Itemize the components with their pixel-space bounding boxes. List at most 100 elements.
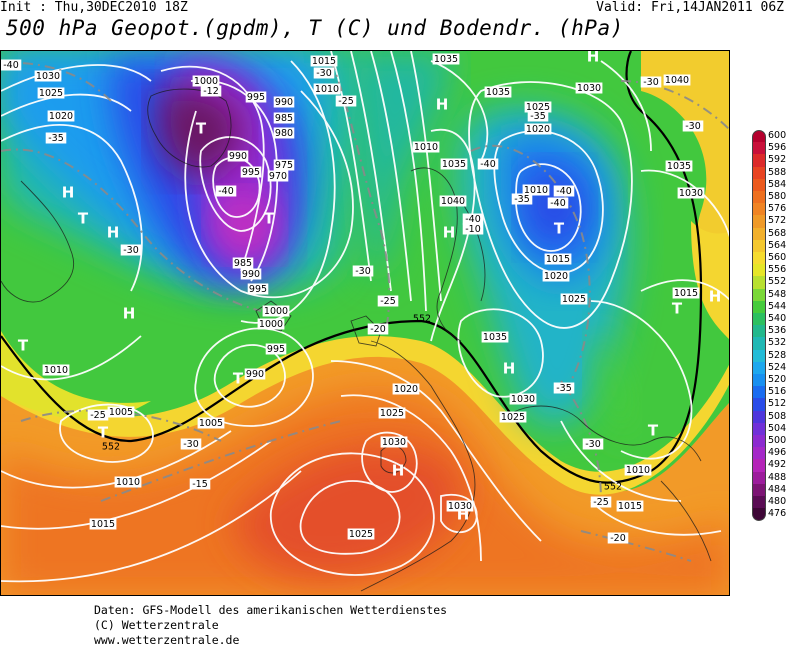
isobar-label-bg <box>616 500 644 512</box>
legend-value: 580 <box>768 191 787 202</box>
high-pressure-center: H <box>443 224 456 242</box>
legend-swatch <box>752 215 766 229</box>
map-title: 500 hPa Geopot.(gpdm), T (C) und Bodendr… <box>6 16 624 40</box>
temperature-label: -35 <box>530 111 546 122</box>
legend-swatch <box>752 398 766 412</box>
isobar-label: 1025 <box>562 294 586 305</box>
isobar-label-bg <box>247 283 269 295</box>
low-pressure-center: T <box>233 370 244 388</box>
legend-swatch <box>752 288 766 302</box>
legend-value: 484 <box>768 483 787 495</box>
temperature-label-bg <box>640 76 662 88</box>
line-552-label: 552 <box>413 314 431 325</box>
legend-value: 520 <box>768 374 787 385</box>
isobar-label: 1025 <box>526 102 550 113</box>
isobar-label: 995 <box>267 344 285 355</box>
legend-swatch <box>752 191 766 204</box>
isobar-label: 1020 <box>544 271 568 282</box>
legend-value: 588 <box>768 166 787 178</box>
isobar-label: 1025 <box>349 529 373 540</box>
isobar-label-bg <box>432 53 460 65</box>
temperature-label: -15 <box>192 479 208 490</box>
temperature-label: -30 <box>355 266 371 277</box>
temperature-label-bg <box>590 496 612 508</box>
temperature-label: -25 <box>593 497 609 508</box>
legend-value: 576 <box>768 203 787 215</box>
legend-swatch <box>752 508 766 521</box>
legend-swatch <box>752 203 766 216</box>
isobar-label-bg <box>542 270 570 282</box>
isobar-label-bg <box>481 331 509 343</box>
isobar-label-bg <box>347 528 375 540</box>
low-pressure-center: T <box>98 424 109 442</box>
isobar-label: 995 <box>242 167 260 178</box>
temperature-label: -30 <box>123 245 139 256</box>
legend-swatch <box>752 496 766 509</box>
isobar-label-bg <box>240 268 262 280</box>
legend-swatch <box>752 142 766 155</box>
isobar-label: 1035 <box>442 159 466 170</box>
isobar-label-bg <box>240 166 262 178</box>
temperature-label-bg <box>87 409 109 421</box>
legend-swatch <box>752 264 766 277</box>
isobar-label: 1030 <box>382 437 406 448</box>
legend-swatch <box>752 325 766 338</box>
legend-swatch <box>752 471 766 485</box>
legend-value: 536 <box>768 325 787 337</box>
isobar-label: 1030 <box>577 83 601 94</box>
low-pressure-center: T <box>196 120 207 138</box>
isobar-label-bg <box>267 170 289 182</box>
geopotential-color-field <box>1 51 729 595</box>
isobar-label-bg <box>378 407 406 419</box>
legend-swatch <box>752 386 766 399</box>
temperature-label: -40 <box>480 159 496 170</box>
low-pressure-center: T <box>554 220 565 238</box>
legend-value: 496 <box>768 447 787 459</box>
line-552-contour <box>1 51 703 484</box>
isobar-label-bg <box>257 318 285 330</box>
isobar-label-bg <box>677 187 705 199</box>
isobar-label-bg <box>192 75 220 87</box>
temperature-label-bg <box>377 295 399 307</box>
temperature-label-bg <box>477 158 499 170</box>
isobar-label: 985 <box>234 258 252 269</box>
isobar-label: 980 <box>275 128 293 139</box>
legend-value: 500 <box>768 435 787 446</box>
isobar-label: 1030 <box>511 394 535 405</box>
temperature-label: -20 <box>610 533 626 544</box>
isobar-label: 1010 <box>315 84 339 95</box>
isobar-label: 1020 <box>526 124 550 135</box>
legend-value: 512 <box>768 398 787 410</box>
isobar-label: 1000 <box>264 306 288 317</box>
isobar-label: 1020 <box>394 384 418 395</box>
temperature-label: -40 <box>550 198 566 209</box>
isobar-label-bg <box>107 406 135 418</box>
isobar-label-bg <box>412 141 440 153</box>
legend-value: 480 <box>768 496 787 507</box>
isobar-label: 1015 <box>91 519 115 530</box>
isobar-label-bg <box>47 110 75 122</box>
isobar-label: 1015 <box>618 501 642 512</box>
color-legend: 600 596 592 588 584 580 576 572 568 564 560 556 552 5… <box>750 130 790 521</box>
isobar-label-bg <box>672 287 700 299</box>
temperature-label: -30 <box>183 439 199 450</box>
temperature-label-bg <box>511 193 533 205</box>
isobar-label-bg <box>560 293 588 305</box>
legend-value: 600 <box>768 130 787 141</box>
temperature-label-bg <box>189 478 211 490</box>
isobar-label-bg <box>273 112 295 124</box>
legend-swatch <box>752 349 766 363</box>
footer-url[interactable]: www.wetterzentrale.de <box>94 633 240 647</box>
legend-swatch <box>752 252 766 265</box>
isobar-label: 1010 <box>116 477 140 488</box>
temperature-label: -30 <box>316 68 332 79</box>
legend-value: 552 <box>768 276 787 288</box>
high-pressure-center: H <box>107 224 120 242</box>
temperature-label: -12 <box>203 86 219 97</box>
isobar-label-bg <box>509 393 537 405</box>
temperature-label: -25 <box>380 296 396 307</box>
high-pressure-center: H <box>123 305 136 323</box>
isobar-label-bg <box>42 364 70 376</box>
isobar-label: 1030 <box>36 71 60 82</box>
